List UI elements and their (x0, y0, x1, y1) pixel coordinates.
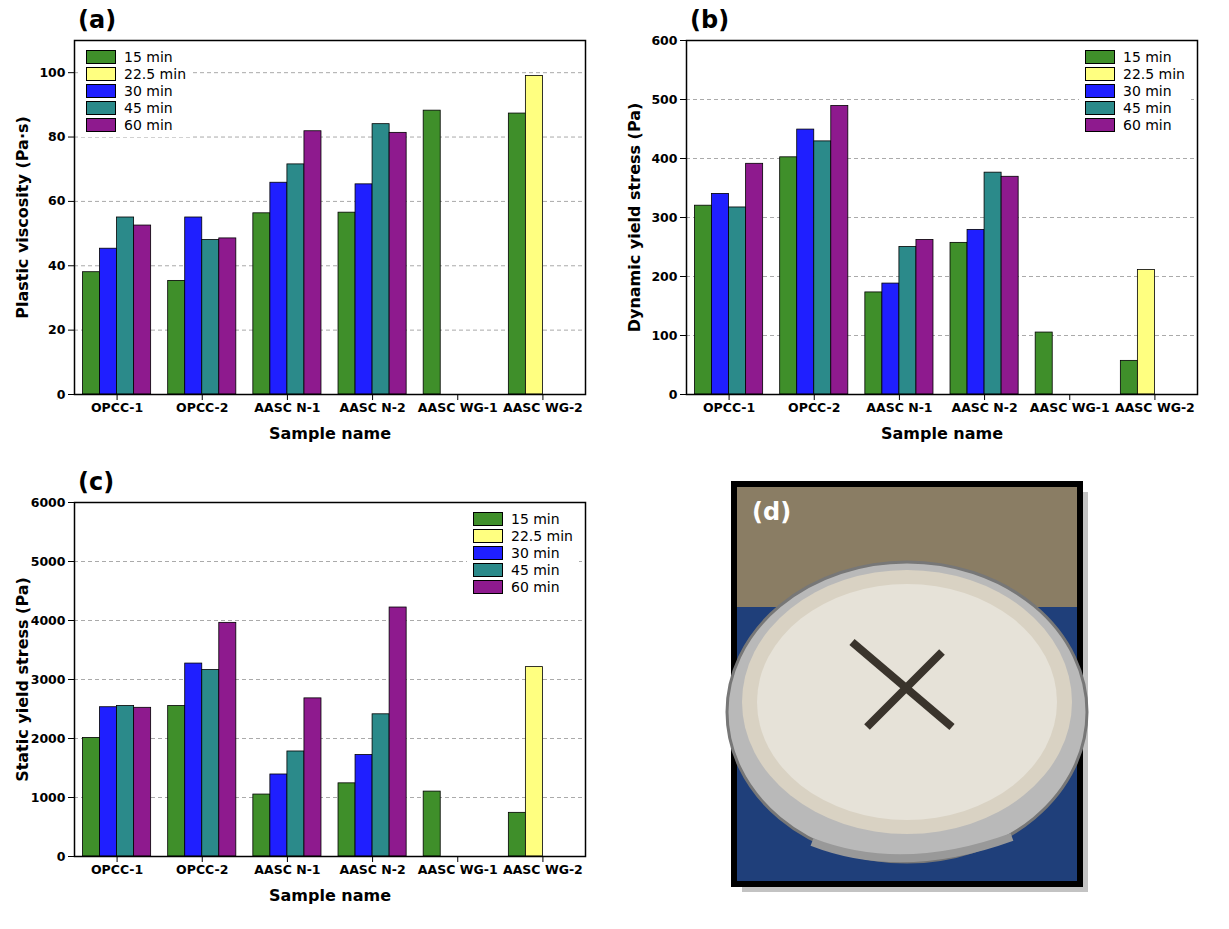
svg-text:OPCC-1: OPCC-1 (91, 862, 143, 877)
svg-text:5000: 5000 (31, 554, 66, 569)
svg-text:Dynamic yield stress (Pa): Dynamic yield stress (Pa) (625, 103, 644, 333)
html-text:30 min: 30 min (1123, 82, 1172, 99)
svg-text:400: 400 (651, 151, 677, 166)
svg-text:AASC N-1: AASC N-1 (254, 862, 320, 877)
html-text:30 min: 30 min (124, 82, 173, 99)
svg-text:OPCC-2: OPCC-2 (788, 400, 840, 415)
svg-text:OPCC-2: OPCC-2 (176, 862, 228, 877)
html-text:60 min: 60 min (511, 578, 560, 595)
svg-text:80: 80 (48, 129, 66, 144)
svg-text:100: 100 (39, 65, 65, 80)
svg-text:Sample name: Sample name (269, 886, 391, 905)
svg-text:AASC N-1: AASC N-1 (254, 400, 320, 415)
html-text:15 min: 15 min (124, 48, 173, 65)
svg-text:Static yield stress (Pa): Static yield stress (Pa) (13, 577, 32, 782)
html-text:30 min: 30 min (511, 544, 560, 561)
svg-text:20: 20 (48, 322, 66, 337)
svg-text:OPCC-1: OPCC-1 (703, 400, 755, 415)
svg-text:AASC N-2: AASC N-2 (339, 400, 405, 415)
html-text:22.5 min: 22.5 min (1123, 65, 1185, 82)
html-text:22.5 min: 22.5 min (511, 527, 573, 544)
svg-text:60: 60 (48, 193, 66, 208)
svg-text:1000: 1000 (31, 790, 66, 805)
svg-text:AASC WG-1: AASC WG-1 (1030, 400, 1110, 415)
html-text:(b): (b) (690, 6, 730, 34)
svg-text:Sample name: Sample name (269, 424, 391, 443)
svg-text:AASC WG-1: AASC WG-1 (418, 862, 498, 877)
svg-text:AASC WG-1: AASC WG-1 (418, 400, 498, 415)
svg-text:0: 0 (669, 387, 678, 402)
svg-text:4000: 4000 (31, 613, 66, 628)
html-text:(a): (a) (78, 6, 117, 34)
svg-text:3000: 3000 (31, 672, 66, 687)
html-text:60 min: 60 min (124, 116, 173, 133)
svg-text:2000: 2000 (31, 731, 66, 746)
html-text:22.5 min: 22.5 min (124, 65, 186, 82)
svg-text:40: 40 (48, 258, 66, 273)
html-text:60 min: 60 min (1123, 116, 1172, 133)
html-text:45 min: 45 min (511, 561, 560, 578)
svg-text:AASC WG-2: AASC WG-2 (1115, 400, 1195, 415)
html-text:45 min: 45 min (124, 99, 173, 116)
svg-text:AASC N-2: AASC N-2 (339, 862, 405, 877)
svg-text:0: 0 (57, 387, 66, 402)
html-text:(c): (c) (78, 468, 115, 496)
svg-text:AASC N-1: AASC N-1 (866, 400, 932, 415)
svg-text:AASC N-2: AASC N-2 (951, 400, 1017, 415)
html-text:15 min: 15 min (511, 510, 560, 527)
svg-text:Sample name: Sample name (881, 424, 1003, 443)
svg-text:(d): (d) (752, 498, 791, 526)
svg-text:Plastic viscosity (Pa·s): Plastic viscosity (Pa·s) (13, 116, 32, 319)
svg-text:600: 600 (651, 33, 677, 48)
svg-text:6000: 6000 (31, 495, 66, 510)
html-text:15 min: 15 min (1123, 48, 1172, 65)
svg-text:500: 500 (651, 92, 677, 107)
svg-text:300: 300 (651, 210, 677, 225)
svg-text:OPCC-2: OPCC-2 (176, 400, 228, 415)
svg-text:AASC WG-2: AASC WG-2 (503, 862, 583, 877)
svg-text:0: 0 (57, 849, 66, 864)
svg-text:AASC WG-2: AASC WG-2 (503, 400, 583, 415)
svg-text:100: 100 (651, 328, 677, 343)
svg-text:OPCC-1: OPCC-1 (91, 400, 143, 415)
html-text:45 min: 45 min (1123, 99, 1172, 116)
svg-text:200: 200 (651, 269, 677, 284)
